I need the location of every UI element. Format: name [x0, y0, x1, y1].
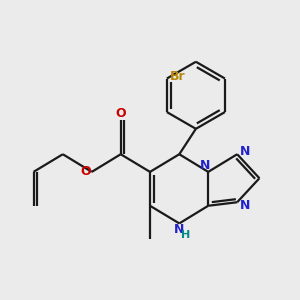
Text: N: N — [240, 145, 250, 158]
Text: N: N — [200, 159, 211, 172]
Text: N: N — [173, 223, 184, 236]
Text: N: N — [240, 199, 250, 212]
Text: O: O — [80, 165, 91, 178]
Text: H: H — [181, 230, 190, 240]
Text: O: O — [116, 107, 126, 121]
Text: Br: Br — [170, 70, 185, 83]
